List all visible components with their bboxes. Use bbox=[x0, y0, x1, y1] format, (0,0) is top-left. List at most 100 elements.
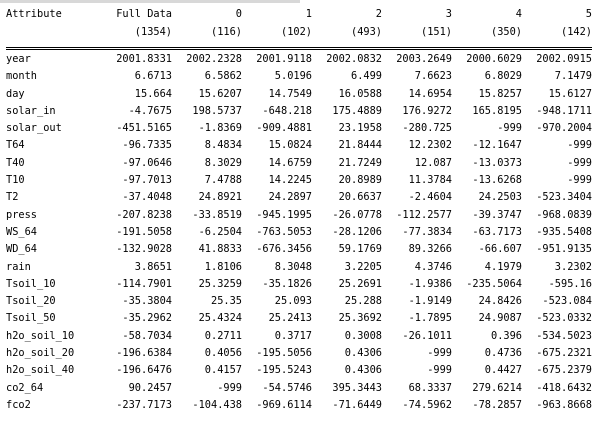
table-row: T10 -97.7013 7.4788 14.2245 20.8989 11.3784 -1… bbox=[6, 172, 592, 189]
centroid-value: 3.8651 bbox=[134, 260, 172, 273]
centroid-value: -71.6449 bbox=[332, 398, 382, 411]
column-header: 4 bbox=[515, 8, 522, 20]
cluster-count: (102) bbox=[281, 25, 312, 38]
centroid-value: -1.8369 bbox=[198, 122, 242, 135]
centroids-table: Attribute Full Data 0 1 2 3 4 5 (1354) (… bbox=[6, 6, 592, 414]
centroid-value: 89.3266 bbox=[408, 243, 452, 256]
centroid-value: 90.2457 bbox=[128, 381, 172, 394]
table-row: WD_64 -132.9028 41.8833 -676.3456 59.1769 89.… bbox=[6, 241, 592, 258]
centroid-value: -676.3456 bbox=[256, 243, 312, 256]
centroid-value: 15.0824 bbox=[268, 139, 312, 152]
cluster-count: (116) bbox=[211, 25, 242, 38]
centroid-value: -78.2857 bbox=[472, 398, 522, 411]
centroid-value: -33.8519 bbox=[192, 208, 242, 221]
centroid-value: 4.1979 bbox=[484, 260, 522, 273]
attribute-name: T64 bbox=[6, 139, 25, 152]
column-header: Full Data bbox=[116, 8, 172, 20]
centroid-value: -35.2962 bbox=[122, 312, 172, 325]
centroid-value: -112.2577 bbox=[396, 208, 452, 221]
centroid-value: 14.7549 bbox=[268, 87, 312, 100]
centroid-value: -999 bbox=[217, 381, 242, 394]
centroid-value: -1.9149 bbox=[408, 295, 452, 308]
centroid-value: -97.0646 bbox=[122, 156, 172, 169]
centroid-value: 6.5862 bbox=[204, 70, 242, 83]
cluster-centroids-output: Attribute Full Data 0 1 2 3 4 5 (1354) (… bbox=[6, 6, 596, 414]
centroid-value: 68.3337 bbox=[408, 381, 452, 394]
attribute-name: fco2 bbox=[6, 398, 31, 411]
column-header: 1 bbox=[305, 8, 312, 20]
centroid-value: 3.2302 bbox=[554, 260, 592, 273]
separator-row bbox=[6, 41, 592, 51]
attribute-name: month bbox=[6, 70, 37, 83]
table-row: press -207.8238 -33.8519 -945.1995 -26.0778 -… bbox=[6, 207, 592, 224]
centroid-value: -968.0839 bbox=[536, 208, 592, 221]
centroid-value: 24.2897 bbox=[268, 191, 312, 204]
centroid-value: 23.1958 bbox=[338, 122, 382, 135]
centroid-value: 25.2691 bbox=[338, 277, 382, 290]
centroid-value: 0.4736 bbox=[484, 347, 522, 360]
centroid-value: 0.4427 bbox=[484, 364, 522, 377]
centroid-value: 3.2205 bbox=[344, 260, 382, 273]
centroid-value: -945.1995 bbox=[256, 208, 312, 221]
centroid-value: -26.1011 bbox=[402, 329, 452, 342]
centroid-value: -104.438 bbox=[192, 398, 242, 411]
centroid-value: -280.725 bbox=[402, 122, 452, 135]
centroid-value: -235.5064 bbox=[466, 277, 522, 290]
centroid-value: -132.9028 bbox=[116, 243, 172, 256]
centroid-value: -4.7675 bbox=[128, 104, 172, 117]
centroid-value: -39.3747 bbox=[472, 208, 522, 221]
centroid-value: -114.7901 bbox=[116, 277, 172, 290]
horizontal-scrollbar-remnant[interactable] bbox=[0, 0, 300, 3]
attribute-name: Tsoil_20 bbox=[6, 295, 56, 308]
centroid-value: 25.2413 bbox=[268, 312, 312, 325]
centroid-value: 0.396 bbox=[491, 329, 522, 342]
attribute-name: solar_in bbox=[6, 104, 56, 117]
attribute-name: Tsoil_50 bbox=[6, 312, 56, 325]
centroid-value: 14.6954 bbox=[408, 87, 452, 100]
centroid-value: 6.8029 bbox=[484, 70, 522, 83]
centroid-value: -13.0373 bbox=[472, 156, 522, 169]
centroid-value: 2003.2649 bbox=[396, 53, 452, 65]
centroid-value: -999 bbox=[427, 347, 452, 360]
centroid-value: -96.7335 bbox=[122, 139, 172, 152]
header-row: Attribute Full Data 0 1 2 3 4 5 bbox=[6, 6, 592, 24]
centroid-value: 15.664 bbox=[134, 87, 172, 100]
table-row: month 6.6713 6.5862 5.0196 6.499 7.6623 6.8029… bbox=[6, 68, 592, 85]
centroid-value: -999 bbox=[497, 122, 522, 135]
centroid-value: 6.6713 bbox=[134, 70, 172, 83]
centroid-value: 25.3259 bbox=[198, 277, 242, 290]
centroid-value: 176.9272 bbox=[402, 104, 452, 117]
centroid-value: 0.3717 bbox=[274, 329, 312, 342]
centroid-value: -13.6268 bbox=[472, 174, 522, 187]
centroid-value: 14.2245 bbox=[268, 174, 312, 187]
centroid-value: 16.0588 bbox=[338, 87, 382, 100]
centroid-value: -451.5165 bbox=[116, 122, 172, 135]
centroid-value: 25.093 bbox=[274, 295, 312, 308]
table-row: solar_out -451.5165 -1.8369 -909.4881 23.195… bbox=[6, 120, 592, 137]
centroid-value: 25.4324 bbox=[198, 312, 242, 325]
attribute-name: h2o_soil_20 bbox=[6, 347, 75, 360]
cluster-count: (493) bbox=[351, 25, 382, 38]
centroid-value: -28.1206 bbox=[332, 225, 382, 238]
centroid-value: -418.6432 bbox=[536, 381, 592, 394]
attribute-name: day bbox=[6, 87, 25, 100]
centroid-value: 165.8195 bbox=[472, 104, 522, 117]
centroid-value: -37.4048 bbox=[122, 191, 172, 204]
table-row: T2 -37.4048 24.8921 24.2897 20.6637 -2.4604 24… bbox=[6, 189, 592, 206]
attribute-name: T10 bbox=[6, 174, 25, 187]
centroid-value: 2001.9118 bbox=[256, 53, 312, 65]
centroid-value: -237.7173 bbox=[116, 398, 172, 411]
centroid-value: 175.4889 bbox=[332, 104, 382, 117]
centroid-value: 7.4788 bbox=[204, 174, 242, 187]
centroid-value: 2000.6029 bbox=[466, 53, 522, 65]
centroid-value: 6.499 bbox=[351, 70, 382, 83]
centroid-value: 12.2302 bbox=[408, 139, 452, 152]
centroid-value: -648.218 bbox=[262, 104, 312, 117]
centroid-value: -196.6384 bbox=[116, 347, 172, 360]
centroid-value: -195.5243 bbox=[256, 364, 312, 377]
centroid-value: -2.4604 bbox=[408, 191, 452, 204]
cluster-count: (350) bbox=[491, 25, 522, 38]
attribute-name: T2 bbox=[6, 191, 19, 204]
centroid-value: 198.5737 bbox=[192, 104, 242, 117]
centroid-value: -6.2504 bbox=[198, 225, 242, 238]
